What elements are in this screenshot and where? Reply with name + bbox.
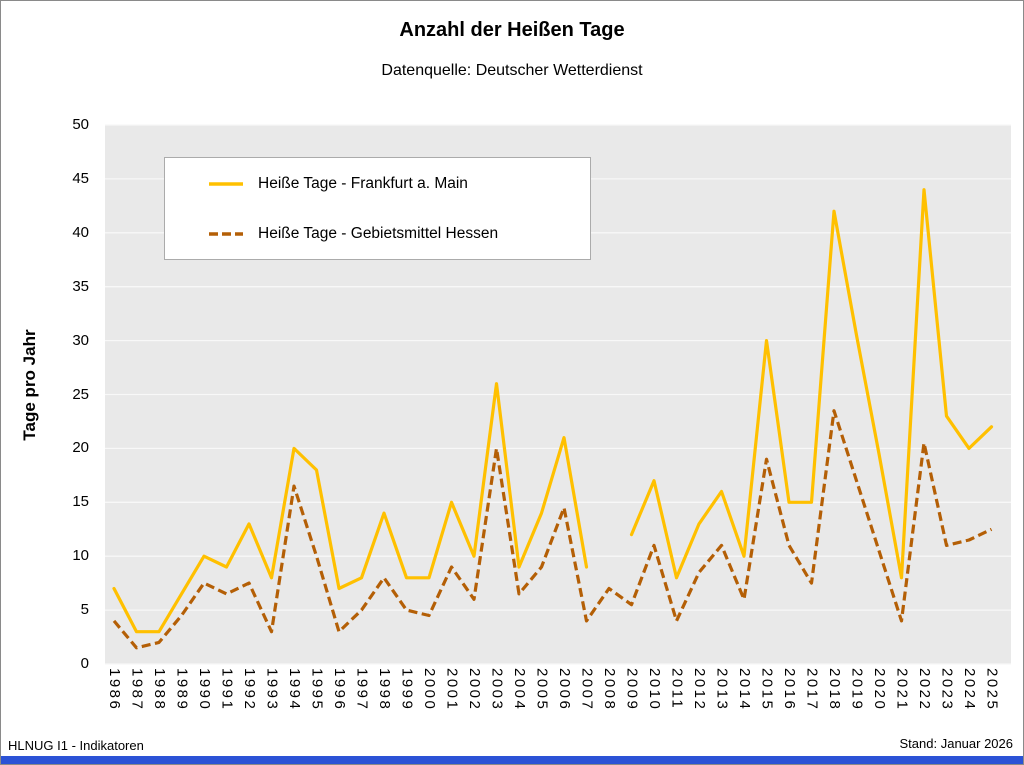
x-tick-label: 1986: [106, 668, 123, 712]
x-tick-label: 2024: [961, 668, 978, 712]
x-tick-label: 2020: [871, 668, 888, 712]
x-tick-label: 1995: [308, 668, 326, 712]
x-tick-label: 2007: [578, 668, 596, 712]
x-tick-label: 1992: [241, 668, 258, 712]
x-tick-label: 2021: [893, 668, 911, 712]
x-tick-label: 2017: [803, 668, 821, 712]
x-tick-label: 1988: [151, 668, 168, 712]
x-tick-label: 2008: [601, 668, 618, 712]
x-tick-label: 2001: [443, 668, 461, 712]
x-tick-label: 2014: [736, 668, 753, 712]
x-tick-label: 1994: [286, 668, 303, 712]
x-tick-label: 1993: [263, 668, 281, 712]
legend-label-hessen: Heiße Tage - Gebietsmittel Hessen: [258, 225, 499, 242]
y-tick-label: 0: [80, 655, 89, 672]
y-tick-label: 20: [72, 439, 89, 457]
x-tick-label: 2009: [623, 668, 641, 712]
x-tick-label: 1990: [196, 668, 213, 712]
series-line-frankfurt: [112, 188, 994, 634]
y-tick-label: 30: [72, 331, 89, 349]
x-tick-label: 2013: [713, 668, 731, 712]
plot-area: [105, 124, 1011, 665]
x-tick-label: 2010: [646, 668, 663, 712]
footer-source-label: HLNUG I1 - Indikatoren: [8, 738, 144, 753]
x-tick-label: 1996: [331, 668, 348, 712]
legend-label-frankfurt: Heiße Tage - Frankfurt a. Main: [258, 175, 468, 192]
legend-row-frankfurt: Heiße Tage - Frankfurt a. Main: [209, 159, 590, 209]
footer-bar: [1, 756, 1023, 764]
x-tick-label: 2012: [691, 668, 708, 712]
y-tick-label: 15: [72, 493, 89, 511]
y-tick-label: 10: [72, 547, 89, 565]
y-tick-label: 25: [72, 385, 89, 403]
x-tick-label: 1991: [218, 668, 236, 712]
y-tick-label: 50: [72, 116, 89, 133]
x-tick-label: 2004: [511, 668, 528, 712]
x-tick-label: 1987: [128, 668, 146, 712]
x-tick-label: 1997: [353, 668, 371, 712]
y-tick-label: 35: [72, 277, 89, 295]
chart-subtitle: Datenquelle: Deutscher Wetterdienst: [381, 62, 643, 79]
x-tick-label: 2011: [668, 668, 686, 711]
x-tick-label: 1989: [173, 668, 191, 712]
series-line-hessen: [112, 409, 993, 650]
x-tick-label: 1999: [398, 668, 416, 712]
x-tick-label: 2019: [848, 668, 866, 712]
y-tick-label: 45: [72, 169, 89, 187]
x-tick-label: 2005: [533, 668, 551, 712]
x-tick-label: 2022: [916, 668, 933, 712]
legend-row-hessen: Heiße Tage - Gebietsmittel Hessen: [209, 209, 590, 259]
legend-line-frankfurt-icon: [209, 182, 243, 186]
y-tick-label: 5: [80, 601, 89, 619]
footer-date-label: Stand: Januar 2026: [899, 736, 1013, 751]
x-tick-label: 2023: [938, 668, 956, 712]
x-tick-label: 2003: [488, 668, 506, 712]
chart-title: Anzahl der Heißen Tage: [399, 19, 625, 41]
x-tick-label: 2018: [826, 668, 843, 712]
x-tick-label: 1998: [376, 668, 393, 712]
x-tick-label: 2000: [421, 668, 438, 712]
legend: Heiße Tage - Frankfurt a. Main Heiße Tag…: [164, 157, 591, 260]
legend-line-hessen-icon: [209, 232, 243, 236]
x-tick-label: 2025: [983, 668, 1001, 712]
y-tick-label: 40: [72, 223, 89, 241]
x-tick-label: 2015: [758, 668, 776, 712]
x-tick-label: 2016: [781, 668, 798, 712]
x-tick-label: 2002: [466, 668, 483, 712]
x-tick-label: 2006: [556, 668, 573, 712]
